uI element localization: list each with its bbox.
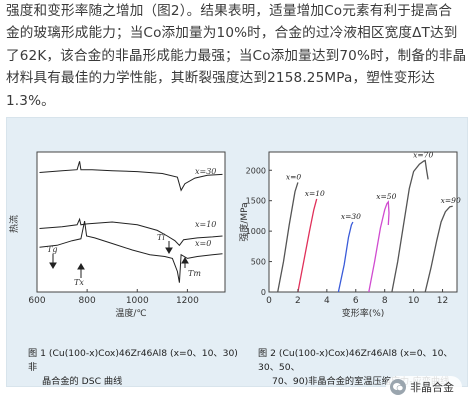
ss-y-tick-label: 2000 bbox=[246, 166, 266, 175]
ss-series-line bbox=[277, 182, 299, 293]
dsc-x-tick-label: 600 bbox=[28, 296, 45, 306]
dsc-arrows bbox=[49, 241, 189, 278]
ss-x-tick-label: 2 bbox=[295, 296, 301, 306]
ss-x-tick-label: 8 bbox=[382, 296, 388, 306]
figure1-caption-line1: 图 1 (Cu(100-x)Cox)46Zr46Al8 (x=0、10、30)非 bbox=[28, 348, 238, 373]
body-paragraph: 强度和变形率随之增加（图2）。结果表明，适量增加Co元素有利于提高合 金的玻璃形… bbox=[6, 0, 470, 112]
dsc-series-line bbox=[39, 161, 223, 192]
ss-series-label: x=70 bbox=[413, 151, 433, 160]
dsc-label-x10: x=10 bbox=[195, 220, 216, 229]
ss-x-tick-label: 6 bbox=[353, 296, 359, 306]
figure2-caption: 图 2 (Cu(100-x)Cox)46Zr46Al8 (x=0、10、30、5… bbox=[258, 347, 463, 389]
brand-name: 非晶合金 bbox=[410, 381, 454, 394]
ss-series-line bbox=[391, 159, 429, 293]
ss-y-tick-label: 1500 bbox=[246, 197, 266, 206]
ss-x-tick-label: 10 bbox=[408, 296, 420, 306]
figures-svg: 600 800 1000 1200 热流 温度/℃ x=30 x=10 x=0 Tg … bbox=[8, 151, 461, 319]
wechat-icon bbox=[390, 379, 406, 395]
dsc-x-tick-label: 1200 bbox=[176, 296, 199, 306]
figure1-caption-line2: 晶合金的 DSC 曲线 bbox=[42, 376, 123, 387]
ss-y-tick-label: 1000 bbox=[246, 227, 266, 236]
figure-panel: 600 800 1000 1200 热流 温度/℃ x=30 x=10 x=0 Tg … bbox=[6, 117, 468, 387]
ss-y-tick-label: 0 bbox=[261, 288, 266, 297]
ss-series-line bbox=[368, 200, 390, 293]
ss-series-label: x=90 bbox=[441, 196, 461, 205]
figure2-caption-line2: 70、90)非晶合金的室温压缩应力-应变曲线 bbox=[272, 376, 450, 387]
dsc-label-x30: x=30 bbox=[195, 167, 216, 176]
paragraph-line: 材料具有最佳的力学性能，其断裂强度达到2158.25MPa，塑性变形达 bbox=[6, 70, 435, 87]
dsc-ylabel: 热流 bbox=[8, 215, 20, 233]
paragraph-line: 1.3%。 bbox=[6, 92, 55, 109]
dsc-x-tick-label: 1000 bbox=[126, 296, 149, 306]
dsc-annot-tg: Tg bbox=[47, 245, 57, 254]
ss-series-label: x=30 bbox=[341, 212, 361, 221]
ss-series-line bbox=[297, 198, 318, 293]
paragraph-line: 金的玻璃形成能力；当Co添加量为10%时，合金的过冷液相区宽度ΔT达到 bbox=[6, 25, 458, 42]
ss-x-tick-label: 12 bbox=[437, 296, 448, 306]
figure2-caption-line1: 图 2 (Cu(100-x)Cox)46Zr46Al8 (x=0、10、30、5… bbox=[258, 348, 453, 373]
ss-series-label: x=0 bbox=[286, 172, 302, 181]
ss-y-tick-label: 500 bbox=[251, 258, 266, 267]
paragraph-line: 强度和变形率随之增加（图2）。结果表明，适量增加Co元素有利于提高合 bbox=[6, 3, 453, 19]
dsc-series-line bbox=[39, 220, 223, 283]
ss-ylabel: 强度/MPa bbox=[238, 202, 250, 241]
dsc-annot-tm: Tm bbox=[188, 269, 201, 278]
ss-series-line bbox=[424, 205, 453, 293]
dsc-series-line bbox=[39, 217, 223, 247]
dsc-annot-tl: Tl bbox=[157, 233, 165, 242]
ss-xlabel: 变形率(%) bbox=[342, 307, 385, 319]
paragraph-line: 了62K，该合金的非晶形成能力最强；当Co添加量达到70%时，制备的非晶 bbox=[6, 47, 467, 64]
ss-series-label: x=10 bbox=[305, 189, 325, 198]
ss-x-tick-label: 0 bbox=[266, 296, 272, 306]
dsc-x-tick-label: 800 bbox=[79, 296, 96, 306]
ss-series-label: x=50 bbox=[376, 192, 396, 201]
dsc-chart: 600 800 1000 1200 热流 温度/℃ x=30 x=10 x=0 Tg … bbox=[8, 151, 226, 319]
ss-x-tick-label: 4 bbox=[324, 296, 330, 306]
dsc-label-x0: x=0 bbox=[195, 239, 211, 248]
dsc-xlabel: 温度/℃ bbox=[115, 307, 146, 319]
ss-series-line bbox=[337, 221, 354, 293]
figure1-caption: 图 1 (Cu(100-x)Cox)46Zr46Al8 (x=0、10、30)非… bbox=[28, 347, 240, 389]
dsc-annot-tx: Tx bbox=[74, 278, 84, 287]
brand-watermark: 非晶合金 bbox=[386, 376, 462, 398]
